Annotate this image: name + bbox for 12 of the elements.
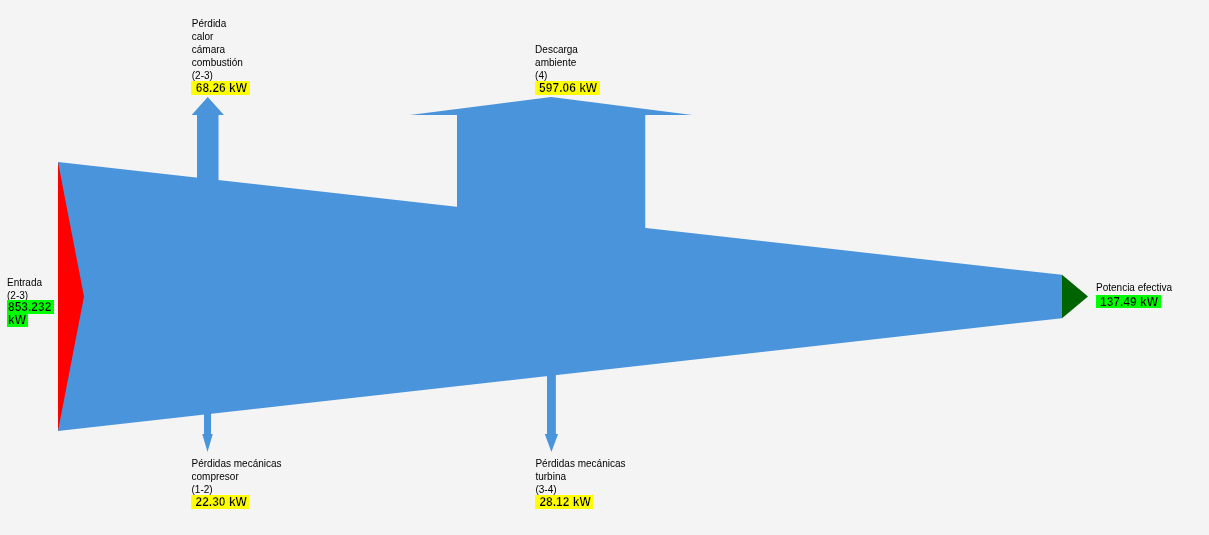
category-label: Pérdida calor cámara combustión (2-3) [191,17,243,81]
category-label: Pérdidas mecánicas turbina (3-4) [535,457,626,495]
category-label: Descarga ambiente (4) [535,43,579,81]
category-label: Potencia efectiva [1096,281,1173,293]
data-label: 22.30 kW [195,495,248,509]
category-label: Pérdidas mecánicas compresor (1-2) [191,457,282,495]
data-label: 68.26 kW [195,81,248,95]
data-label: 28.12 kW [539,495,592,509]
data-label: 137.49 kW [1100,294,1159,309]
data-label: 853.232 kW [8,300,52,327]
category-label: Entrada (2-3) [7,276,43,301]
data-label: 597.06 kW [539,81,598,95]
